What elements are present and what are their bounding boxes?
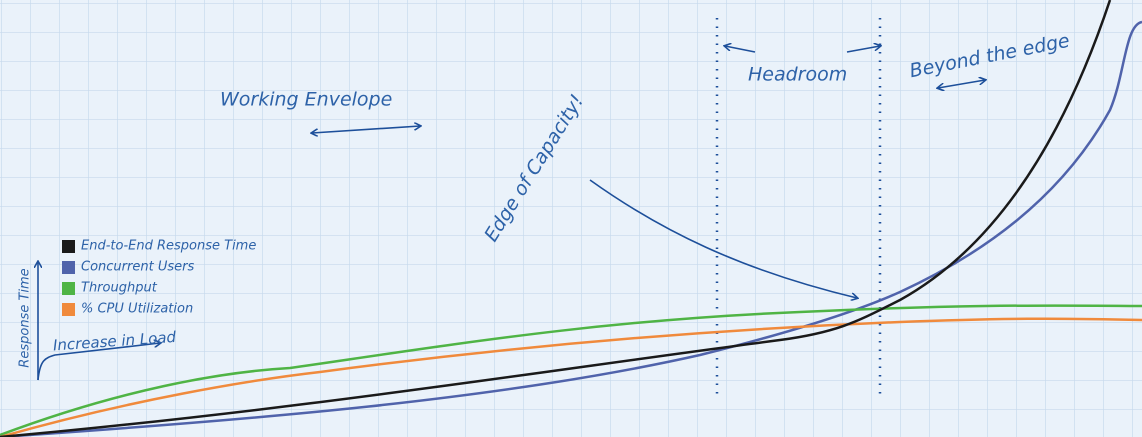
annotation: Working Envelope: [220, 89, 392, 111]
curve: [0, 304, 1142, 437]
arrow: [725, 46, 756, 53]
legend-swatch: [62, 282, 75, 295]
arrow: [938, 80, 985, 88]
legend: End-to-End Response Time Concurrent Users…: [62, 239, 256, 317]
arrow: [312, 126, 420, 133]
arrow: [846, 46, 880, 53]
legend-swatch: [62, 261, 75, 274]
legend-swatch: [62, 240, 75, 253]
annotation: Headroom: [748, 64, 847, 86]
legend-label: Concurrent Users: [81, 260, 194, 275]
axis-label: Response Time: [18, 268, 33, 367]
legend-label: Throughput: [81, 281, 158, 296]
legend-label: % CPU Utilization: [81, 302, 193, 317]
curve: [0, 0, 1112, 437]
arrow: [589, 179, 857, 298]
legend-label: End-to-End Response Time: [81, 239, 256, 254]
legend-swatch: [62, 303, 75, 316]
curve: [0, 20, 1142, 437]
curve: [0, 317, 1142, 437]
arrow: [37, 343, 160, 381]
